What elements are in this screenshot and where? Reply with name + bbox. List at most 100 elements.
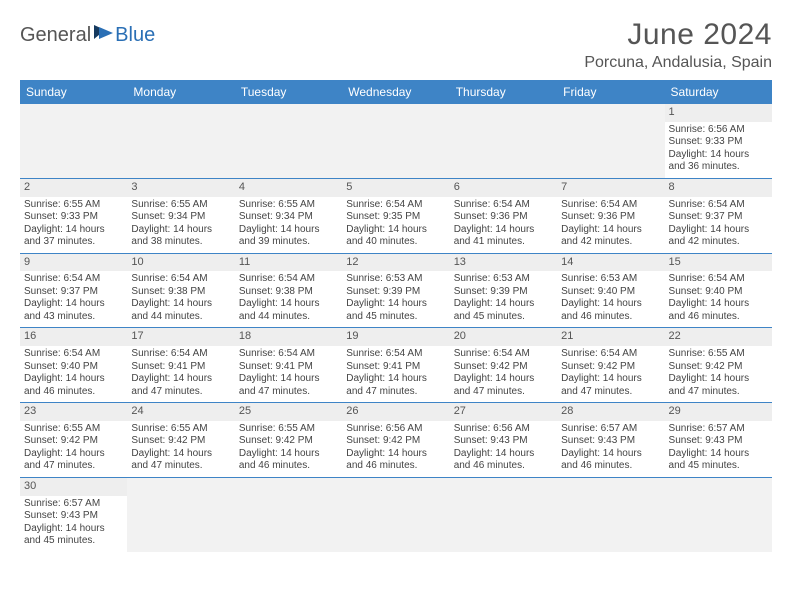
day-number: 28 <box>557 403 664 421</box>
day-number: 20 <box>450 328 557 346</box>
day-number: 15 <box>665 254 772 272</box>
calendar-cell: 30Sunrise: 6:57 AMSunset: 9:43 PMDayligh… <box>20 478 127 552</box>
daylight1-text: Daylight: 14 hours <box>24 298 123 311</box>
day-number: 27 <box>450 403 557 421</box>
sunrise-text: Sunrise: 6:54 AM <box>239 348 338 361</box>
sunrise-text: Sunrise: 6:56 AM <box>669 124 768 137</box>
daylight1-text: Daylight: 14 hours <box>454 298 553 311</box>
calendar-cell: 19Sunrise: 6:54 AMSunset: 9:41 PMDayligh… <box>342 328 449 402</box>
calendar-cell: 4Sunrise: 6:55 AMSunset: 9:34 PMDaylight… <box>235 179 342 253</box>
calendar-cell-empty <box>20 104 127 178</box>
daylight2-text: and 47 minutes. <box>239 386 338 399</box>
calendar-cell: 29Sunrise: 6:57 AMSunset: 9:43 PMDayligh… <box>665 403 772 477</box>
sunset-text: Sunset: 9:42 PM <box>454 361 553 374</box>
day-number: 26 <box>342 403 449 421</box>
daylight1-text: Daylight: 14 hours <box>239 373 338 386</box>
daylight1-text: Daylight: 14 hours <box>131 448 230 461</box>
sunrise-text: Sunrise: 6:54 AM <box>454 199 553 212</box>
daylight1-text: Daylight: 14 hours <box>669 448 768 461</box>
location-text: Porcuna, Andalusia, Spain <box>584 54 772 72</box>
weekday-header: SundayMondayTuesdayWednesdayThursdayFrid… <box>20 80 772 104</box>
weekday-label: Friday <box>557 80 664 104</box>
sunset-text: Sunset: 9:40 PM <box>24 361 123 374</box>
calendar-cell: 5Sunrise: 6:54 AMSunset: 9:35 PMDaylight… <box>342 179 449 253</box>
daylight1-text: Daylight: 14 hours <box>24 523 123 536</box>
daylight2-text: and 45 minutes. <box>454 311 553 324</box>
sunrise-text: Sunrise: 6:53 AM <box>346 273 445 286</box>
calendar-cell: 11Sunrise: 6:54 AMSunset: 9:38 PMDayligh… <box>235 254 342 328</box>
daylight2-text: and 45 minutes. <box>346 311 445 324</box>
sunset-text: Sunset: 9:36 PM <box>454 211 553 224</box>
day-number: 24 <box>127 403 234 421</box>
day-number: 8 <box>665 179 772 197</box>
day-number: 22 <box>665 328 772 346</box>
calendar-cell: 16Sunrise: 6:54 AMSunset: 9:40 PMDayligh… <box>20 328 127 402</box>
sunset-text: Sunset: 9:41 PM <box>239 361 338 374</box>
daylight2-text: and 46 minutes. <box>24 386 123 399</box>
daylight1-text: Daylight: 14 hours <box>131 298 230 311</box>
daylight1-text: Daylight: 14 hours <box>561 373 660 386</box>
sunset-text: Sunset: 9:42 PM <box>346 435 445 448</box>
calendar-cell-empty <box>450 478 557 552</box>
sunset-text: Sunset: 9:43 PM <box>24 510 123 523</box>
day-number: 18 <box>235 328 342 346</box>
sunset-text: Sunset: 9:34 PM <box>239 211 338 224</box>
sunrise-text: Sunrise: 6:54 AM <box>239 273 338 286</box>
daylight2-text: and 46 minutes. <box>561 460 660 473</box>
day-number: 5 <box>342 179 449 197</box>
day-number: 1 <box>665 104 772 122</box>
sunset-text: Sunset: 9:38 PM <box>239 286 338 299</box>
day-number: 6 <box>450 179 557 197</box>
calendar-cell-empty <box>665 478 772 552</box>
day-number: 10 <box>127 254 234 272</box>
logo-text-general: General <box>20 24 91 47</box>
sunrise-text: Sunrise: 6:55 AM <box>669 348 768 361</box>
daylight1-text: Daylight: 14 hours <box>346 373 445 386</box>
day-number: 11 <box>235 254 342 272</box>
sunrise-text: Sunrise: 6:54 AM <box>346 199 445 212</box>
sunrise-text: Sunrise: 6:54 AM <box>561 199 660 212</box>
calendar-cell: 27Sunrise: 6:56 AMSunset: 9:43 PMDayligh… <box>450 403 557 477</box>
calendar-week: 9Sunrise: 6:54 AMSunset: 9:37 PMDaylight… <box>20 254 772 329</box>
calendar-cell-empty <box>235 478 342 552</box>
sunrise-text: Sunrise: 6:57 AM <box>669 423 768 436</box>
daylight1-text: Daylight: 14 hours <box>131 373 230 386</box>
calendar: SundayMondayTuesdayWednesdayThursdayFrid… <box>20 80 772 552</box>
calendar-cell: 3Sunrise: 6:55 AMSunset: 9:34 PMDaylight… <box>127 179 234 253</box>
sunrise-text: Sunrise: 6:57 AM <box>561 423 660 436</box>
calendar-cell-empty <box>450 104 557 178</box>
day-number: 29 <box>665 403 772 421</box>
daylight1-text: Daylight: 14 hours <box>561 448 660 461</box>
daylight2-text: and 40 minutes. <box>346 236 445 249</box>
calendar-week: 30Sunrise: 6:57 AMSunset: 9:43 PMDayligh… <box>20 478 772 552</box>
daylight2-text: and 47 minutes. <box>346 386 445 399</box>
daylight2-text: and 47 minutes. <box>669 386 768 399</box>
sunrise-text: Sunrise: 6:55 AM <box>239 199 338 212</box>
calendar-cell: 28Sunrise: 6:57 AMSunset: 9:43 PMDayligh… <box>557 403 664 477</box>
day-number: 9 <box>20 254 127 272</box>
calendar-cell: 6Sunrise: 6:54 AMSunset: 9:36 PMDaylight… <box>450 179 557 253</box>
sunrise-text: Sunrise: 6:56 AM <box>454 423 553 436</box>
calendar-cell-empty <box>557 104 664 178</box>
weekday-label: Wednesday <box>342 80 449 104</box>
calendar-week: 23Sunrise: 6:55 AMSunset: 9:42 PMDayligh… <box>20 403 772 478</box>
sunrise-text: Sunrise: 6:54 AM <box>24 348 123 361</box>
day-number: 23 <box>20 403 127 421</box>
daylight2-text: and 37 minutes. <box>24 236 123 249</box>
daylight1-text: Daylight: 14 hours <box>346 298 445 311</box>
sunrise-text: Sunrise: 6:55 AM <box>24 423 123 436</box>
weekday-label: Sunday <box>20 80 127 104</box>
daylight1-text: Daylight: 14 hours <box>239 224 338 237</box>
calendar-cell-empty <box>127 104 234 178</box>
sunset-text: Sunset: 9:42 PM <box>239 435 338 448</box>
sunset-text: Sunset: 9:42 PM <box>561 361 660 374</box>
sunset-text: Sunset: 9:42 PM <box>24 435 123 448</box>
title-block: June 2024 Porcuna, Andalusia, Spain <box>584 18 772 72</box>
weekday-label: Saturday <box>665 80 772 104</box>
sunrise-text: Sunrise: 6:54 AM <box>24 273 123 286</box>
sunset-text: Sunset: 9:42 PM <box>131 435 230 448</box>
sunrise-text: Sunrise: 6:54 AM <box>346 348 445 361</box>
daylight2-text: and 46 minutes. <box>561 311 660 324</box>
daylight2-text: and 44 minutes. <box>239 311 338 324</box>
sunrise-text: Sunrise: 6:56 AM <box>346 423 445 436</box>
